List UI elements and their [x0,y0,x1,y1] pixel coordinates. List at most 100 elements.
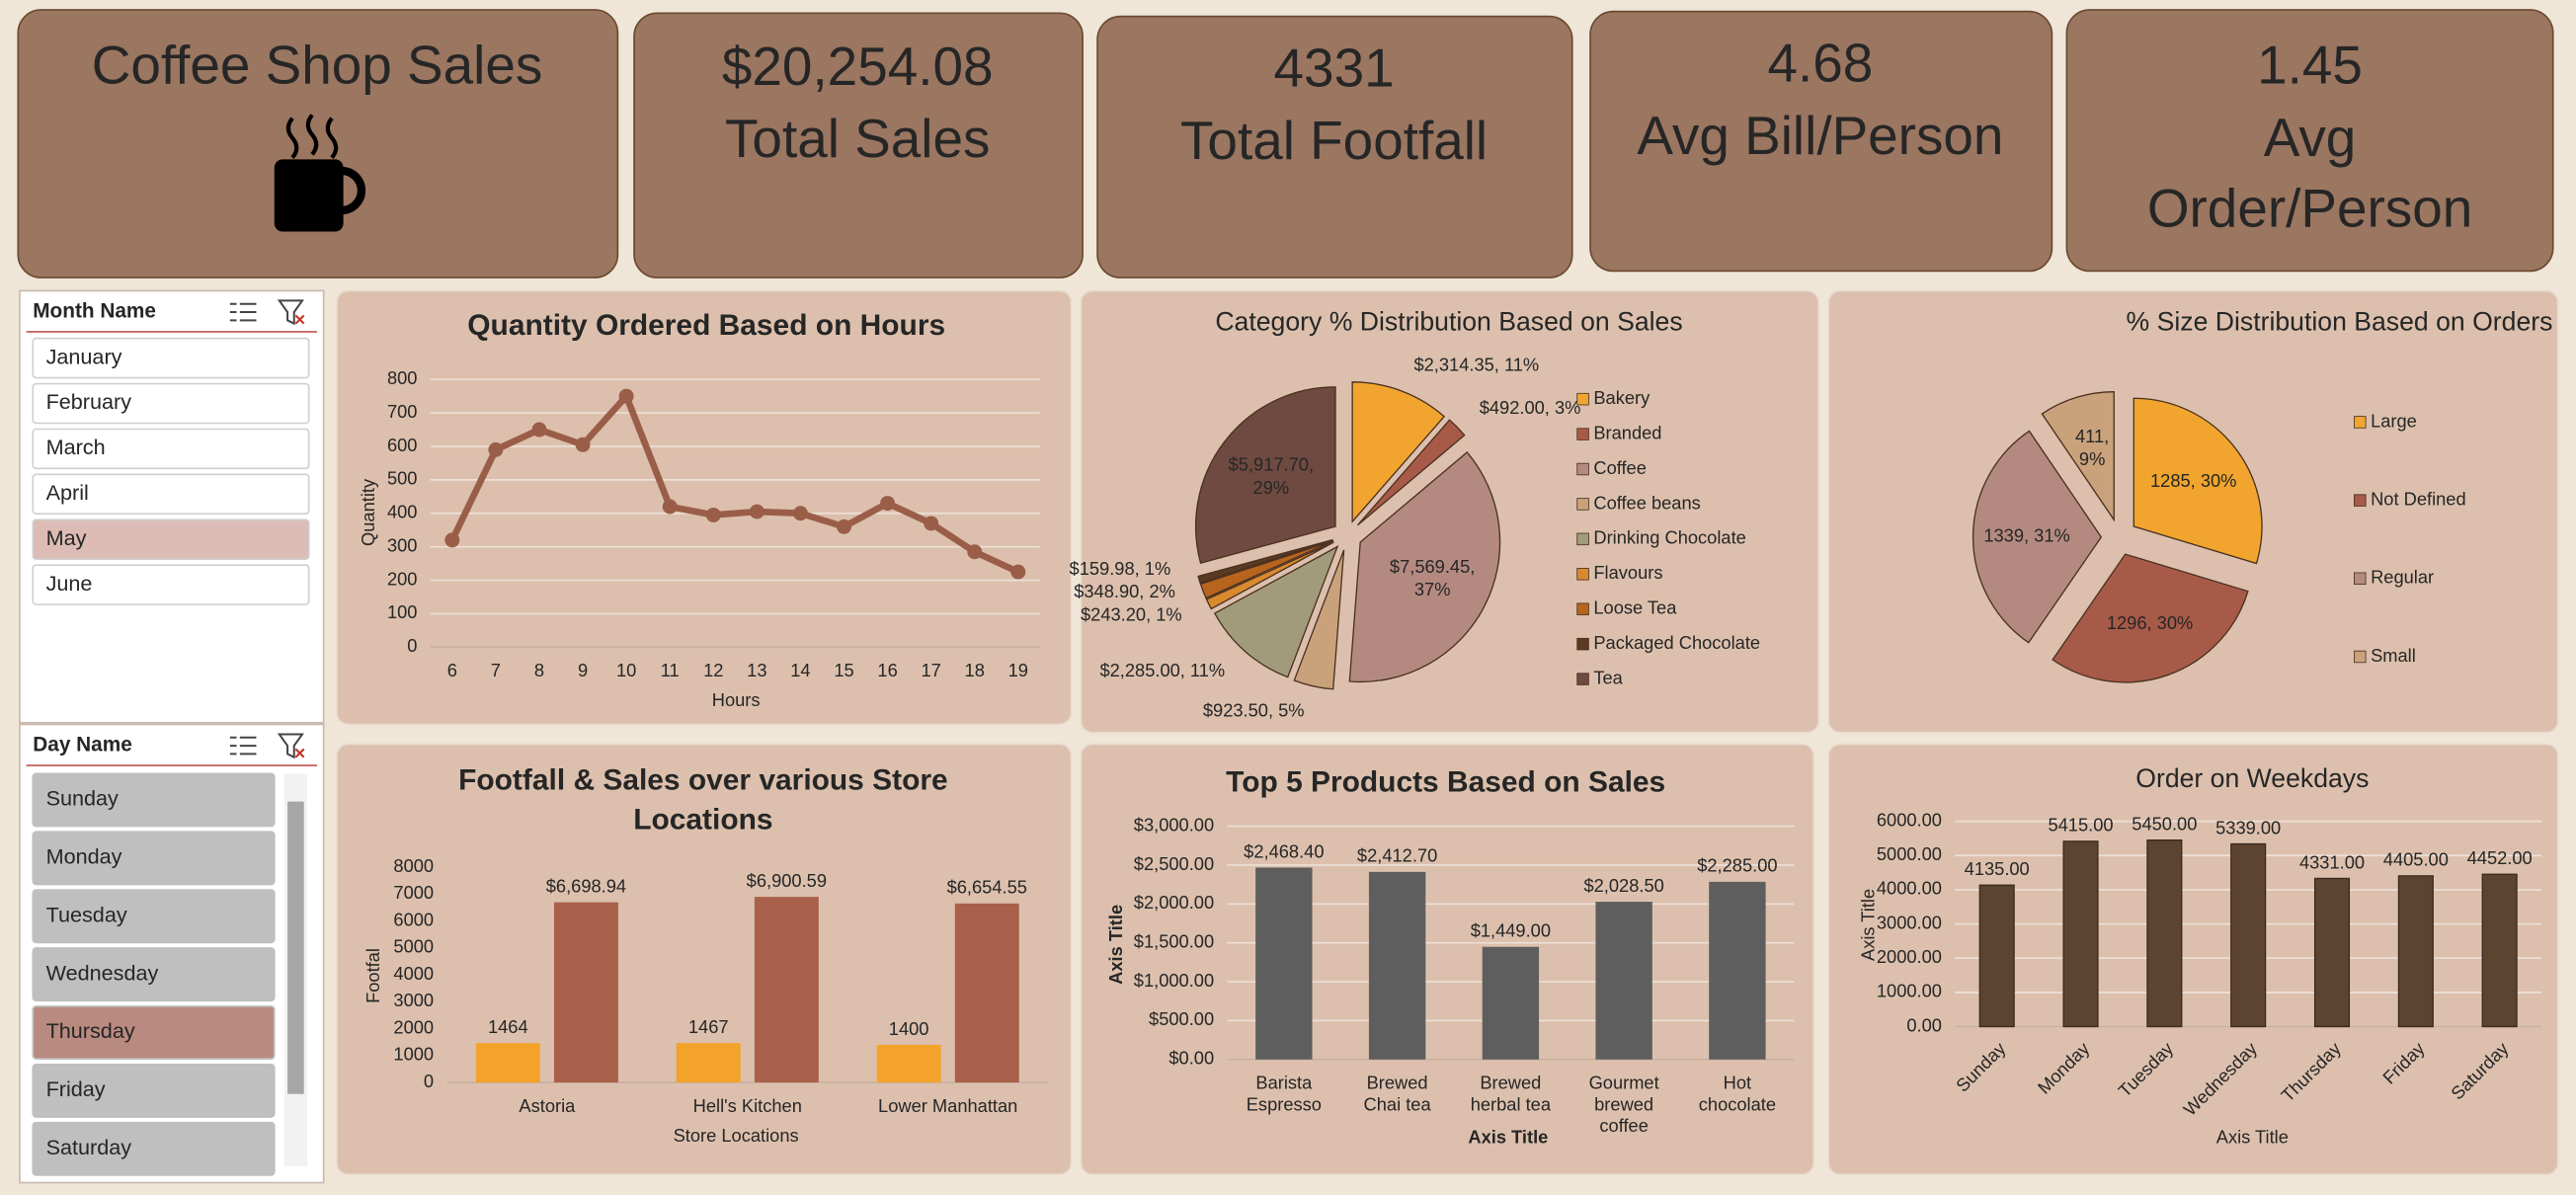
legend-swatch [2354,650,2367,664]
slicer-item-label: Sunday [46,786,119,811]
slicer-item[interactable] [32,947,276,1002]
scrollbar-thumb [287,801,304,1094]
kpi-label: Total Footfall [1180,110,1488,171]
x-tick-label: 14 [790,660,810,680]
x-tick-label: Hot chocolate [1699,1073,1776,1115]
legend-label: Coffee beans [1593,492,1700,513]
slicer-item-label: Thursday [46,1018,135,1043]
legend-label: Flavours [1593,562,1662,583]
bar [1709,881,1766,1060]
kpi-card [633,12,1084,279]
legend-swatch [2354,416,2367,429]
data-label: 5415.00 [2048,815,2113,836]
bar [1978,884,2015,1028]
kpi-value: 4331 [1274,38,1395,99]
y-axis-title: Quantity [358,478,378,546]
x-tick-label: 8 [534,660,544,680]
slicer-title: Month Name [33,299,156,322]
pie-slice [1293,549,1345,690]
y-tick-label: 300 [387,534,418,555]
slicer-item[interactable] [32,1063,276,1118]
pie-slice [2133,397,2263,565]
clear-filter-button[interactable] [277,299,304,326]
data-point [749,504,765,519]
bar [876,1044,941,1083]
pie-slice [1199,539,1334,599]
bar [553,902,618,1083]
y-tick-label: 500 [387,468,418,489]
legend-label: Not Defined [2371,488,2466,509]
slicer-item-label: May [46,525,87,550]
y-tick-label: 0 [424,1071,434,1091]
y-tick-label: 8000 [393,855,434,876]
slicer-item[interactable] [32,337,310,379]
bar [1595,902,1652,1060]
pie-slice [1194,386,1336,564]
slicer-item[interactable] [32,831,276,886]
kpi-card [1096,15,1573,279]
slicer-item-label: April [46,480,89,505]
x-tick-label: Brewed Chai tea [1364,1073,1432,1115]
bar [2230,842,2267,1028]
multi-select-button[interactable] [229,736,257,756]
data-label: 5450.00 [2132,814,2197,835]
data-point [618,388,634,404]
kpi-value: 1.45 [2257,34,2363,95]
y-tick-label: $1,500.00 [1134,931,1214,952]
y-tick-label: 0.00 [1906,1014,1942,1035]
slicer-item[interactable] [32,1005,276,1060]
slicer-item[interactable] [32,889,276,944]
data-point [837,518,851,534]
chart-panel [1080,743,1815,1176]
slicer-item-label: Friday [46,1076,106,1101]
legend-label: Branded [1593,422,1661,442]
y-tick-label: 3000 [393,990,434,1010]
pie-slice [2041,390,2115,522]
slicer-item[interactable] [32,1121,276,1176]
slicer-item[interactable] [32,382,310,425]
x-tick-label: Brewed herbal tea [1471,1073,1552,1115]
data-label: $7,569.45, 37% [1390,556,1475,599]
multi-select-button[interactable] [229,302,257,322]
data-label: $2,314.35, 11% [1413,355,1539,375]
clear-filter-button[interactable] [277,733,304,759]
y-tick-label: 3000.00 [1877,912,1942,932]
data-label: 411, 9% [2075,426,2109,469]
legend-swatch [1576,637,1589,651]
data-label: $243.20, 1% [1081,603,1182,624]
slicer-item[interactable] [32,772,276,828]
y-tick-label: 200 [387,568,418,589]
clear-filter-x [294,748,305,758]
x-axis-title: Axis Title [1468,1126,1548,1147]
slicer-item[interactable] [32,564,310,605]
data-label: 1285, 30% [2150,470,2236,491]
kpi-card [2065,9,2554,273]
chart-panel [336,289,1073,726]
y-tick-label: $0.00 [1168,1048,1214,1069]
legend-label: Bakery [1593,387,1650,408]
slicer-item[interactable] [32,518,310,560]
y-tick-label: $2,000.00 [1134,892,1214,913]
legend-swatch [1576,673,1589,685]
y-tick-label: 6000.00 [1877,809,1942,830]
legend-label: Large [2371,410,2417,431]
slicer-item[interactable] [32,428,310,470]
x-axis-title: Store Locations [674,1125,799,1146]
slicer-item-label: March [46,435,106,459]
legend-swatch [1576,392,1589,406]
legend-swatch [2354,572,2367,586]
y-tick-label: 100 [387,601,418,622]
y-tick-label: 0 [407,635,417,656]
y-tick-label: 4000.00 [1877,878,1942,899]
slicer-item-label: Monday [46,844,122,869]
slicer-item[interactable] [32,473,310,516]
y-tick-label: $2,500.00 [1134,853,1214,874]
y-tick-label: 600 [387,435,418,455]
data-label: 4405.00 [2383,849,2449,870]
data-label: $5,917.70, 29% [1229,453,1314,497]
legend-swatch [1576,568,1589,581]
data-label: $2,412.70 [1357,845,1437,866]
pie-slice [1213,545,1339,678]
pie-slice [1357,419,1466,526]
